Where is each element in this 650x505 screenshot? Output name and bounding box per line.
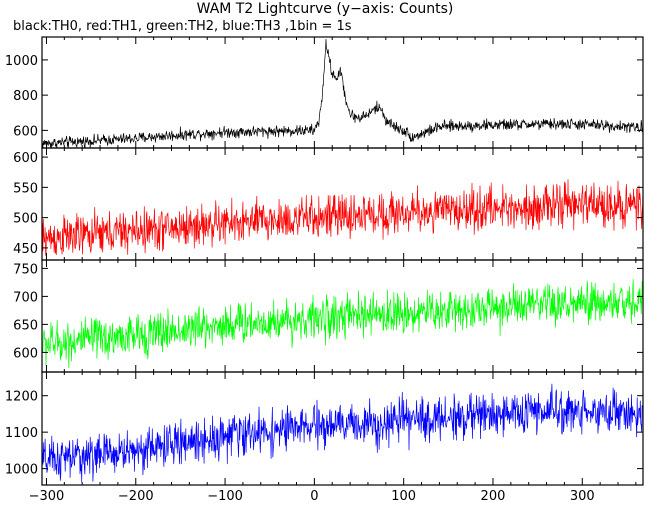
x-tick-label: 300: [570, 489, 595, 504]
series-line-th3: [42, 383, 643, 483]
y-tick-label: 1200: [5, 390, 38, 405]
y-tick-label: 550: [13, 181, 38, 196]
y-tick-label: 1100: [5, 426, 38, 441]
y-tick-label: 600: [13, 124, 38, 139]
chart-subtitle: black:TH0, red:TH1, green:TH2, blue:TH3 …: [13, 19, 352, 34]
y-tick-label: 750: [13, 262, 38, 277]
x-tick-label: −200: [118, 489, 154, 504]
series-line-th1: [42, 179, 643, 256]
y-tick-label: 600: [13, 346, 38, 361]
x-tick-label: 0: [310, 489, 318, 504]
x-tick-label: 200: [481, 489, 506, 504]
chart-title: WAM T2 Lightcurve (y−axis: Counts): [196, 1, 454, 17]
y-tick-label: 450: [13, 242, 38, 257]
x-tick-label: 100: [391, 489, 416, 504]
series-line-th0: [42, 38, 643, 148]
x-tick-label: −100: [207, 489, 243, 504]
y-tick-label: 500: [13, 212, 38, 227]
panel-frame-th3: [41, 371, 644, 486]
panel-frame-th0: [41, 36, 644, 149]
y-tick-label: 1000: [5, 54, 38, 69]
y-tick-label: 700: [13, 290, 38, 305]
y-tick-label: 650: [13, 318, 38, 333]
x-tick-label: −300: [29, 489, 65, 504]
y-tick-label: 600: [13, 151, 38, 166]
series-line-th2: [42, 279, 643, 369]
y-tick-label: 800: [13, 89, 38, 104]
y-tick-label: 1000: [5, 463, 38, 478]
